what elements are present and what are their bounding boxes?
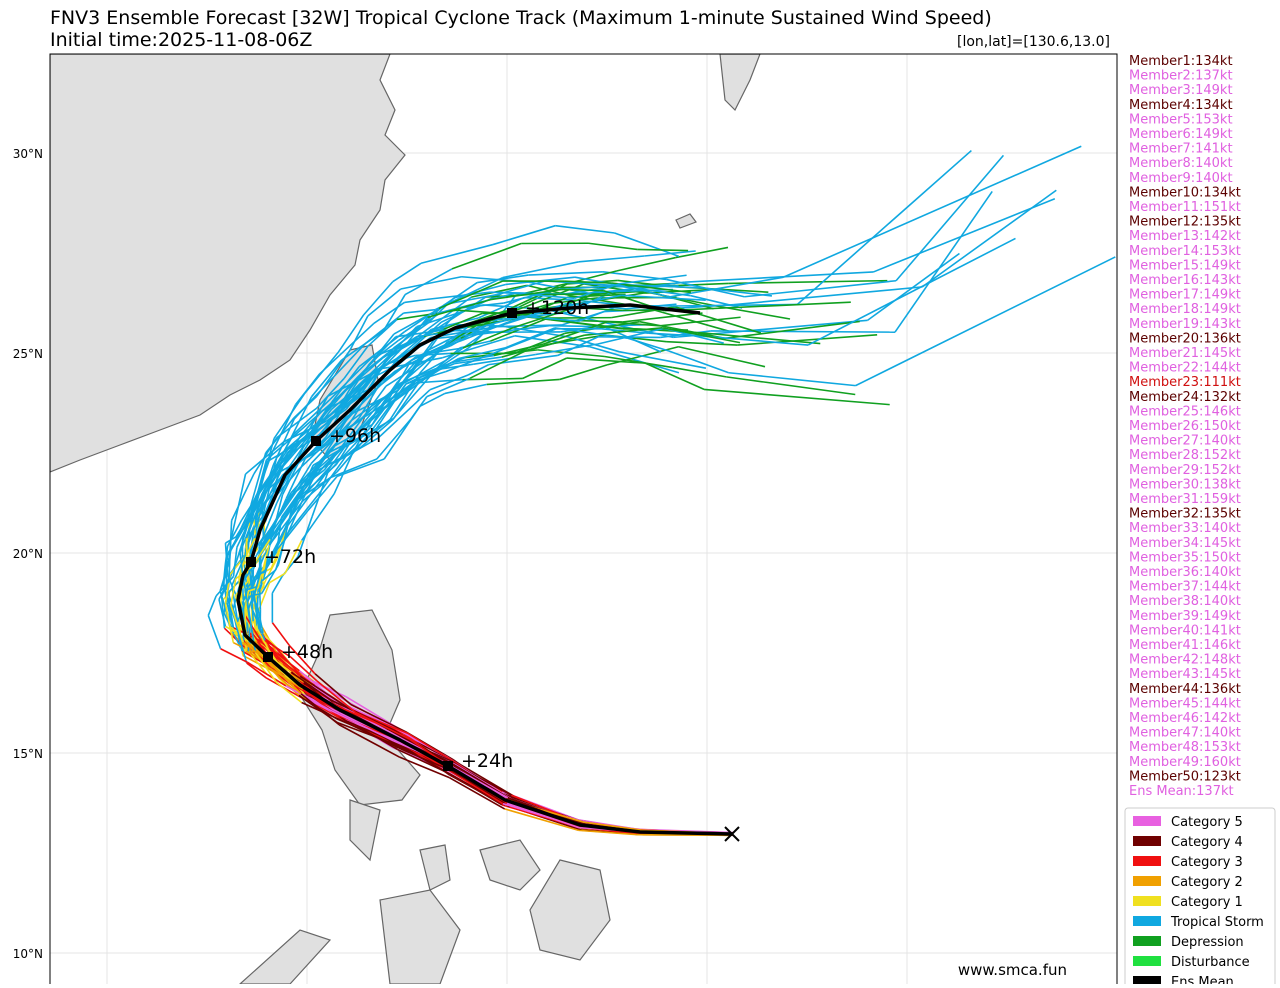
legend-swatch xyxy=(1133,916,1161,926)
position-label: [lon,lat]=[130.6,13.0] xyxy=(957,34,1110,50)
member-label: Member7:141kt xyxy=(1129,142,1233,157)
member-label: Member14:153kt xyxy=(1129,244,1241,259)
member-list: Member1:134ktMember2:137ktMember3:149ktM… xyxy=(1129,54,1241,799)
member-label: Member50:123kt xyxy=(1129,769,1241,784)
legend-swatch xyxy=(1133,896,1161,906)
time-label: +72h xyxy=(264,546,316,568)
member-label: Member27:140kt xyxy=(1129,434,1241,449)
time-label: +120h xyxy=(525,297,589,319)
member-label: Member11:151kt xyxy=(1129,200,1241,215)
member-label: Member44:136kt xyxy=(1129,682,1241,697)
member-label: Member21:145kt xyxy=(1129,346,1241,361)
member-label: Member32:135kt xyxy=(1129,507,1241,522)
time-marker xyxy=(443,761,453,771)
legend-label: Tropical Storm xyxy=(1170,915,1264,930)
lat-ticks: 30°N 25°N 20°N 15°N 10°N xyxy=(13,147,43,961)
legend-label: Category 3 xyxy=(1171,855,1243,870)
time-marker xyxy=(311,436,321,446)
member-label: Member39:149kt xyxy=(1129,609,1241,624)
member-label: Member18:149kt xyxy=(1129,302,1241,317)
member-label: Member16:143kt xyxy=(1129,273,1241,288)
subtitle: Initial time:2025-11-08-06Z xyxy=(50,29,312,51)
member-label: Member13:142kt xyxy=(1129,229,1241,244)
member-label: Member40:141kt xyxy=(1129,623,1241,638)
time-label: +48h xyxy=(281,641,333,663)
time-marker xyxy=(246,557,256,567)
title: FNV3 Ensemble Forecast [32W] Tropical Cy… xyxy=(50,7,992,29)
member-label: Member42:148kt xyxy=(1129,653,1241,668)
legend-label: Depression xyxy=(1171,935,1244,950)
member-label: Member47:140kt xyxy=(1129,726,1241,741)
member-track-segment xyxy=(229,560,230,579)
legend-label: Category 1 xyxy=(1171,895,1243,910)
member-label: Member43:145kt xyxy=(1129,667,1241,682)
member-label: Member24:132kt xyxy=(1129,390,1241,405)
time-label: +24h xyxy=(461,750,513,772)
member-label: Member46:142kt xyxy=(1129,711,1241,726)
time-label: +96h xyxy=(329,425,381,447)
member-label: Member48:153kt xyxy=(1129,740,1241,755)
member-label: Member8:140kt xyxy=(1129,156,1233,171)
member-label: Member1:134kt xyxy=(1129,54,1233,69)
member-label: Member12:135kt xyxy=(1129,215,1241,230)
legend-label: Category 5 xyxy=(1171,815,1243,830)
legend-label: Ens Mean xyxy=(1171,975,1234,984)
member-label: Member3:149kt xyxy=(1129,83,1233,98)
lat-tick-label: 10°N xyxy=(13,947,43,961)
lat-tick-label: 25°N xyxy=(13,347,43,361)
legend-swatch xyxy=(1133,976,1161,984)
member-label: Member35:150kt xyxy=(1129,550,1241,565)
legend-swatch xyxy=(1133,836,1161,846)
legend-swatch xyxy=(1133,876,1161,886)
member-label: Member17:149kt xyxy=(1129,288,1241,303)
legend-label: Category 4 xyxy=(1171,835,1243,850)
member-label: Member15:149kt xyxy=(1129,258,1241,273)
member-label: Member28:152kt xyxy=(1129,448,1241,463)
legend-label: Category 2 xyxy=(1171,875,1243,890)
legend-swatch xyxy=(1133,856,1161,866)
member-label: Member49:160kt xyxy=(1129,755,1241,770)
member-label: Member4:134kt xyxy=(1129,98,1233,113)
watermark: www.smca.fun xyxy=(958,961,1067,979)
member-label: Member41:146kt xyxy=(1129,638,1241,653)
member-label: Ens Mean:137kt xyxy=(1129,784,1234,799)
member-label: Member33:140kt xyxy=(1129,521,1241,536)
member-label: Member23:111kt xyxy=(1129,375,1241,390)
legend-swatch xyxy=(1133,816,1161,826)
member-label: Member31:159kt xyxy=(1129,492,1241,507)
member-label: Member5:153kt xyxy=(1129,112,1233,127)
time-marker xyxy=(263,652,273,662)
member-label: Member20:136kt xyxy=(1129,331,1241,346)
time-marker xyxy=(507,308,517,318)
member-track-segment xyxy=(549,326,591,327)
member-label: Member30:138kt xyxy=(1129,477,1241,492)
lat-tick-label: 15°N xyxy=(13,747,43,761)
member-label: Member6:149kt xyxy=(1129,127,1233,142)
member-label: Member26:150kt xyxy=(1129,419,1241,434)
member-label: Member38:140kt xyxy=(1129,594,1241,609)
legend-swatch xyxy=(1133,936,1161,946)
member-label: Member19:143kt xyxy=(1129,317,1241,332)
lat-tick-label: 30°N xyxy=(13,147,43,161)
map: +24h +48h +72h +96h +120h xyxy=(50,54,1117,984)
member-label: Member9:140kt xyxy=(1129,171,1233,186)
legend-swatch xyxy=(1133,956,1161,966)
member-label: Member10:134kt xyxy=(1129,185,1241,200)
member-label: Member25:146kt xyxy=(1129,404,1241,419)
member-label: Member2:137kt xyxy=(1129,69,1233,84)
legend-label: Disturbance xyxy=(1171,955,1250,970)
member-label: Member34:145kt xyxy=(1129,536,1241,551)
member-label: Member37:144kt xyxy=(1129,580,1241,595)
member-label: Member29:152kt xyxy=(1129,463,1241,478)
lat-tick-label: 20°N xyxy=(13,547,43,561)
member-label: Member36:140kt xyxy=(1129,565,1241,580)
member-label: Member45:144kt xyxy=(1129,696,1241,711)
member-label: Member22:144kt xyxy=(1129,361,1241,376)
